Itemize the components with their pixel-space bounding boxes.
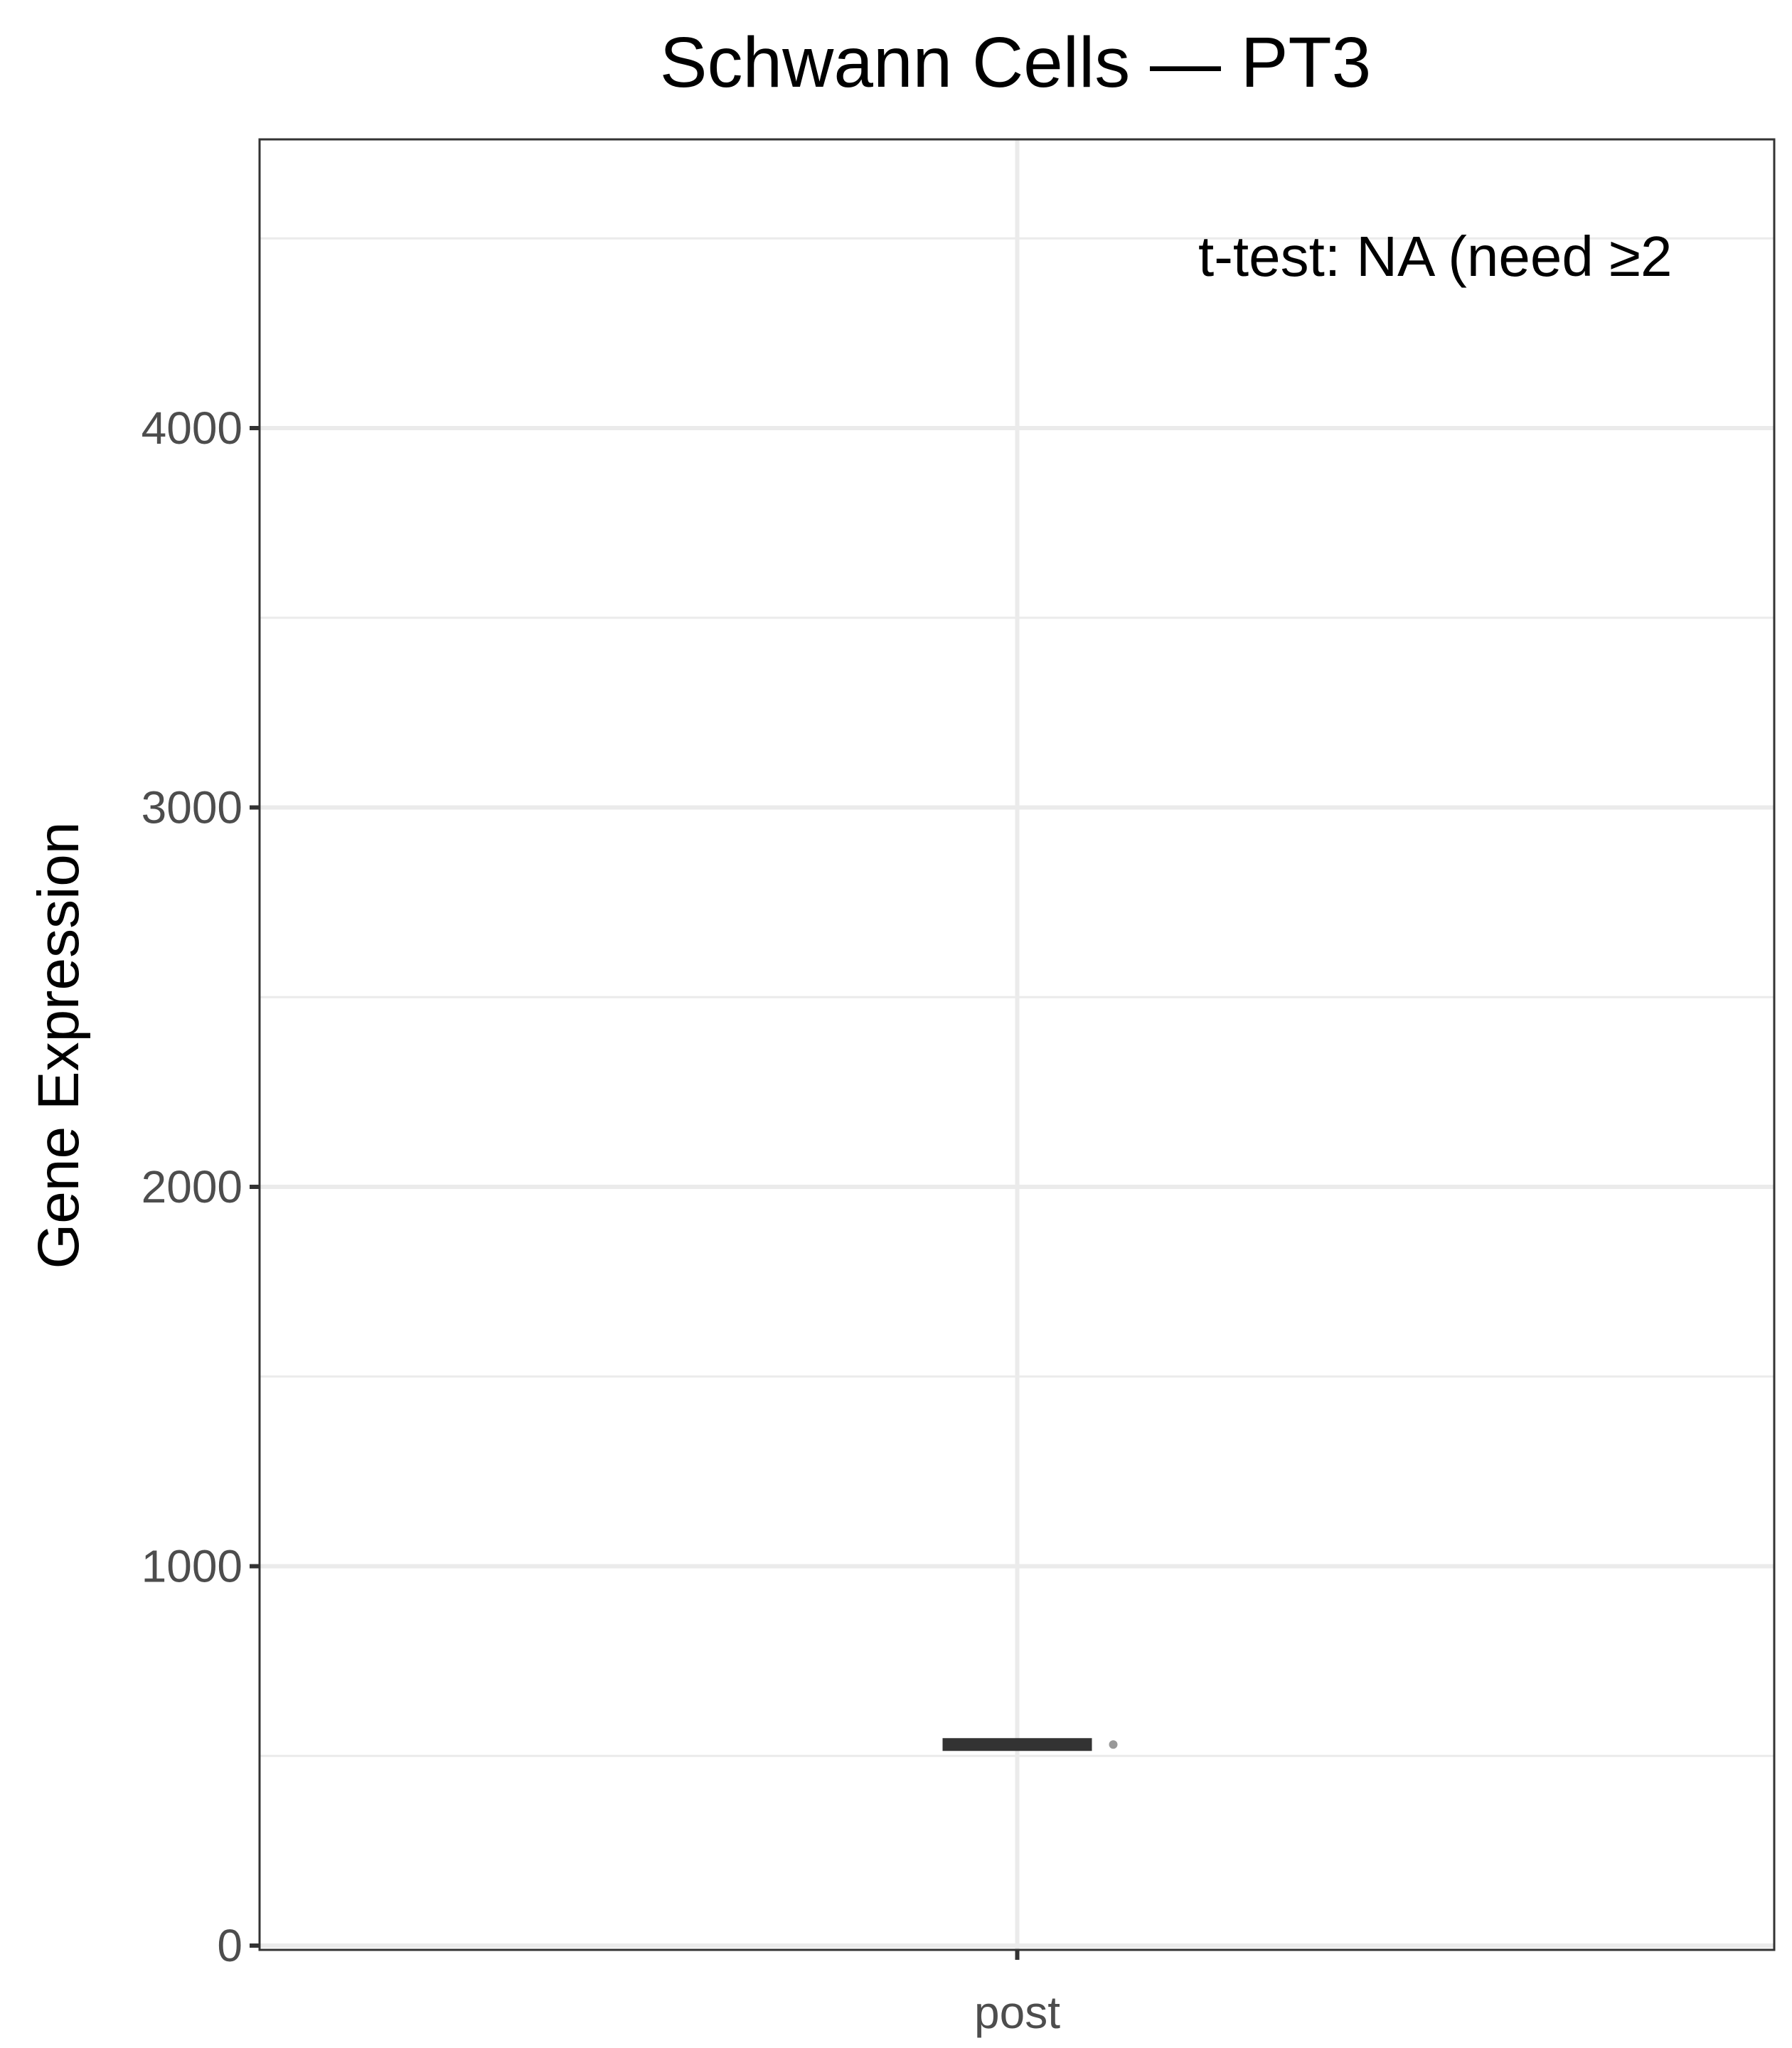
x-axis: post [974, 1950, 1060, 2038]
y-tick-label: 4000 [142, 402, 242, 454]
chart-title: Schwann Cells — PT3 [660, 23, 1371, 102]
y-axis-title: Gene Expression [26, 821, 91, 1269]
annotation-text: t-test: NA (need ≥2 [1198, 225, 1672, 288]
y-axis: 0 1000 2000 3000 4000 [142, 402, 260, 1971]
y-tick-label: 3000 [142, 782, 242, 833]
y-tick-label: 2000 [142, 1161, 242, 1212]
data-point [1109, 1740, 1118, 1749]
y-tick-label: 1000 [142, 1541, 242, 1592]
major-gridlines [260, 139, 1774, 1950]
data-marks [942, 1738, 1118, 1751]
x-tick-label: post [974, 1987, 1060, 2038]
y-tick-label: 0 [217, 1920, 242, 1971]
